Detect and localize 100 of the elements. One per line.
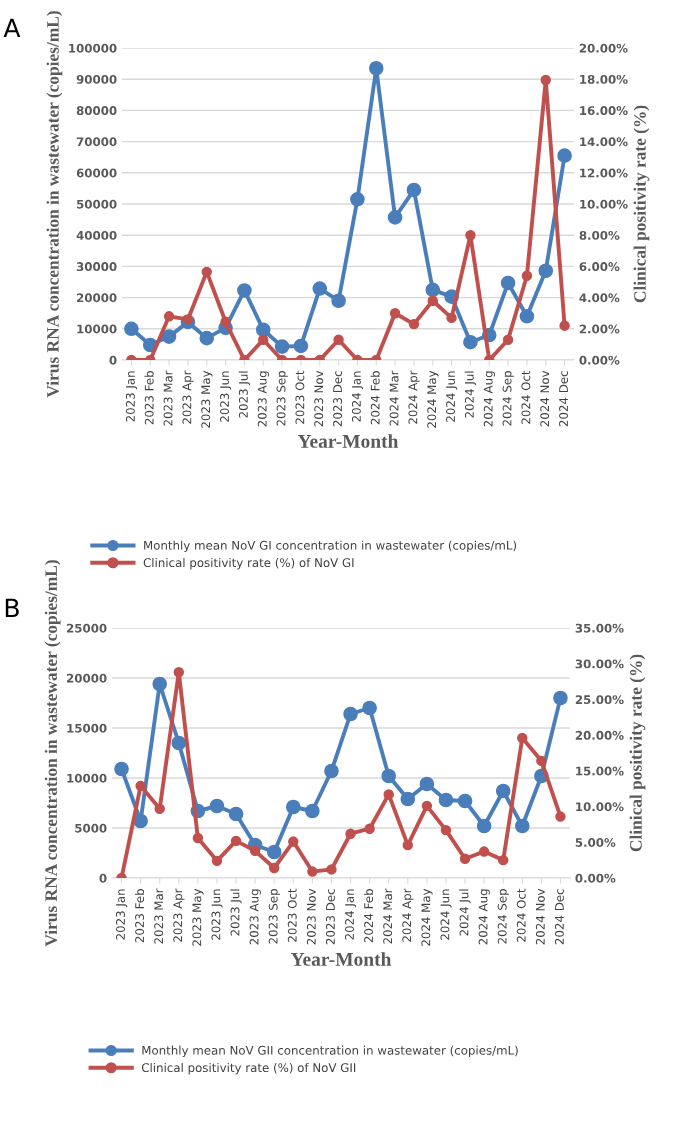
text: B: [5, 598, 19, 617]
x-tick-label: 2023 Aug: [257, 371, 269, 427]
point: [457, 793, 473, 809]
point: [171, 735, 187, 751]
point: [268, 862, 280, 874]
point: [133, 813, 148, 829]
point: [517, 732, 528, 744]
y2-tick-label: 0.00%: [575, 873, 616, 883]
y2-tick-label: 16.00%: [580, 106, 628, 116]
y2-tick-label: 35.00%: [575, 623, 624, 633]
y-axis-title: Virus RNA concentration in wastewater (copies/mL): [44, 560, 61, 947]
y2-tick-label: 6.00%: [579, 262, 620, 272]
point: [538, 263, 554, 279]
point: [305, 803, 320, 819]
x-tick-label: 2023 Jan: [116, 889, 128, 940]
legend-label: Monthly mean NoV GII concentration in wastewater (copies/mL): [142, 1045, 518, 1058]
point: [500, 275, 516, 291]
legend-label: Clinical positivity rate (%) of NoV GI: [143, 557, 354, 570]
point: [425, 282, 441, 298]
x-tick-label: 2023 Nov: [314, 370, 324, 427]
y2-tick-label: 30.00%: [575, 659, 624, 669]
x-tick-label: 2023 Mar: [163, 370, 173, 426]
legend-label: Monthly mean NoV GI concentration in wastewater (copies/mL): [144, 540, 517, 553]
y-tick-label: 15000: [67, 723, 107, 733]
x-tick-label: 2024 Apr: [402, 888, 414, 942]
point: [514, 818, 530, 834]
point: [209, 798, 225, 814]
x-tick-label: 2024 Jan: [351, 371, 364, 422]
y-tick-label: 25000: [67, 623, 107, 633]
point: [266, 844, 282, 860]
point: [438, 792, 454, 808]
y2-axis-title: Clinical positivity rate (%): [629, 654, 646, 852]
point: [419, 776, 435, 792]
point: [463, 334, 478, 350]
point: [536, 755, 547, 767]
point: [421, 800, 433, 812]
x-tick-label: 2023 Oct: [295, 370, 305, 424]
x-tick-label: 2023 Jul: [230, 889, 242, 936]
x-tick-label: 2024 Feb: [363, 889, 374, 943]
point: [293, 338, 309, 354]
x-tick-label: 2023 Apr: [173, 888, 185, 942]
point: [173, 667, 185, 678]
point: [152, 676, 168, 692]
y2-tick-label: 8.00%: [579, 230, 620, 240]
x-tick-label: 2024 Sep: [497, 889, 509, 944]
x-tick-label: 2024 Oct: [521, 370, 531, 424]
y-axis-title: Virus RNA concentration in wastewater (copies/mL): [46, 11, 63, 398]
x-tick-label: 2023 Oct: [287, 888, 297, 942]
y2-tick-label: 15.00%: [576, 766, 624, 776]
point: [326, 864, 337, 875]
y2-tick-label: 18.00%: [580, 74, 628, 84]
x-tick-label: 2024 Dec: [554, 889, 564, 945]
point: [478, 846, 490, 857]
point: [124, 321, 139, 337]
point: [519, 309, 535, 324]
x-tick-label: 2024 Mar: [389, 370, 399, 426]
text: A: [3, 18, 21, 37]
y-tick-label: 0: [109, 355, 117, 365]
x-tick-label: 2024 Nov: [535, 888, 545, 945]
point: [230, 835, 242, 847]
y2-axis-title: Clinical positivity rate (%): [633, 105, 650, 303]
x-tick-label: 2024 Nov: [540, 370, 550, 427]
x-tick-label: 2024 Jan: [345, 889, 357, 940]
y-tick-label: 80000: [76, 106, 117, 116]
point: [161, 329, 177, 344]
x-tick-label: 2024 Apr: [408, 370, 420, 424]
x-tick-label: 2023 Jan: [125, 371, 138, 422]
x-tick-label: 2024 May: [421, 888, 433, 946]
point: [406, 182, 422, 198]
y2-tick-label: 20.00%: [575, 730, 624, 740]
point: [249, 845, 261, 857]
point: [211, 855, 223, 867]
point: [199, 330, 215, 346]
x-tick-label: 2023 Dec: [325, 889, 335, 945]
point: [192, 832, 204, 844]
y-tick-label: 20000: [67, 673, 107, 683]
x-tick-label: 2024 Jun: [446, 371, 458, 422]
x-tick-label: 2023 Feb: [134, 889, 145, 943]
point: [350, 192, 365, 207]
y-tick-label: 30000: [76, 262, 117, 272]
x-tick-label: 2024 Dec: [559, 371, 569, 427]
point: [345, 828, 356, 839]
x-axis-title: Year-Month: [290, 952, 392, 966]
point: [553, 690, 568, 706]
point: [557, 148, 572, 163]
y-tick-label: 5000: [75, 823, 107, 833]
point: [476, 818, 492, 834]
point: [364, 823, 375, 834]
point: [288, 836, 299, 847]
x-tick-label: 2023 Feb: [144, 371, 154, 425]
point: [440, 824, 452, 836]
x-tick-label: 2023 Dec: [333, 371, 343, 427]
point: [383, 789, 394, 800]
x-tick-label: 2023 Jul: [238, 371, 251, 418]
y2-tick-label: 10.00%: [576, 802, 624, 812]
y-tick-label: 10000: [77, 324, 117, 334]
y-tick-label: 60000: [76, 168, 117, 178]
point: [555, 811, 566, 822]
x-tick-label: 2023 Mar: [154, 888, 164, 944]
x-tick-label: 2023 Apr: [182, 370, 194, 424]
